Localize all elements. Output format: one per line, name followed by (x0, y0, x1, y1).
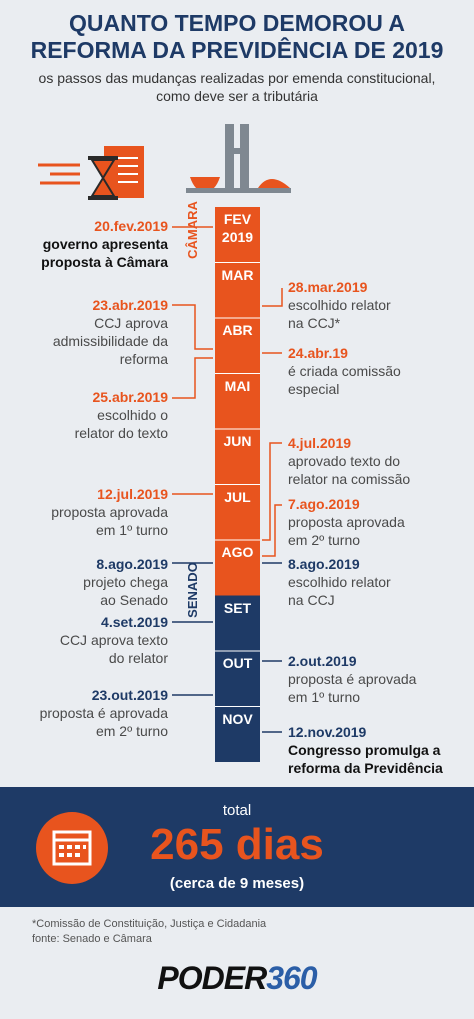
month-label: JUL (224, 488, 251, 505)
event-date: 20.fev.2019 (94, 218, 168, 234)
footnote: fonte: Senado e Câmara (32, 933, 152, 945)
title: REFORMA DA PREVIDÊNCIA DE 2019 (30, 37, 444, 63)
event-text: projeto chega (83, 574, 168, 590)
event-text: relator na comissão (288, 471, 411, 487)
connector (172, 304, 213, 350)
event-date: 8.ago.2019 (288, 556, 360, 572)
house-label: SENADO (185, 562, 200, 618)
month-label: AGO (221, 544, 254, 560)
house-label: CÂMARA (185, 201, 200, 259)
event-text: reforma (119, 351, 168, 367)
total-value: 265 dias (150, 820, 324, 869)
total-label: total (222, 802, 252, 819)
title: QUANTO TEMPO DEMOROU A (68, 10, 406, 36)
event-date: 4.set.2019 (101, 614, 168, 630)
calendar-icon (36, 812, 108, 884)
month-label: JUN (223, 433, 252, 449)
event-date: 8.ago.2019 (96, 556, 168, 572)
event-text: é criada comissão (288, 363, 401, 379)
total-note: (cerca de 9 meses) (169, 875, 305, 892)
subtitle: como deve ser a tributária (156, 88, 318, 104)
event-text: proposta é aprovada (39, 705, 168, 721)
event-text: Congresso promulga a (288, 742, 441, 758)
event-date: 12.jul.2019 (97, 486, 168, 502)
month-label: MAR (221, 266, 254, 283)
month-label: FEV (223, 211, 252, 227)
event-text: em 1º turno (95, 522, 168, 538)
event-text: proposta aprovada (51, 504, 168, 520)
connector (262, 288, 283, 307)
month-label: SET (223, 599, 252, 616)
event-text: governo apresenta (42, 236, 168, 252)
event-text: CCJ aprova (94, 315, 168, 331)
timeline-senado (215, 595, 260, 762)
event-text: escolhido o (97, 407, 168, 423)
event-text: especial (288, 381, 340, 397)
event-text: do relator (108, 650, 168, 666)
event-text: relator do texto (74, 425, 168, 441)
event-text: proposta é aprovada (288, 671, 417, 687)
logo: PODER360 (0, 960, 474, 997)
congress-icon (186, 124, 291, 193)
event-date: 2.out.2019 (288, 653, 357, 669)
event-text: escolhido relator (288, 297, 391, 313)
event-text: na CCJ (288, 592, 335, 608)
event-date: 24.abr.19 (288, 345, 348, 361)
event-text: em 1º turno (288, 689, 361, 705)
event-date: 23.out.2019 (91, 687, 168, 703)
month-label: 2019 (221, 229, 254, 245)
event-date: 4.jul.2019 (288, 435, 352, 451)
event-text: proposta à Câmara (41, 254, 168, 270)
event-text: admissibilidade da (52, 333, 168, 349)
event-text: proposta aprovada (288, 514, 405, 530)
subtitle: os passos das mudanças realizadas por em… (38, 70, 436, 86)
logo-number: 360 (266, 960, 317, 996)
event-date: 23.abr.2019 (92, 297, 168, 313)
event-date: 7.ago.2019 (288, 496, 360, 512)
month-label: MAI (224, 377, 251, 394)
event-date: 12.nov.2019 (288, 724, 367, 740)
month-label: OUT (222, 655, 253, 671)
month-label: NOV (222, 710, 253, 727)
timeline-camara (215, 207, 260, 596)
event-text: em 2º turno (288, 532, 361, 548)
connector (262, 504, 282, 557)
event-date: 28.mar.2019 (288, 279, 368, 295)
event-text: escolhido relator (288, 574, 391, 590)
connector (262, 442, 282, 541)
event-text: CCJ aprova texto (59, 632, 168, 648)
connector (172, 357, 213, 399)
event-text: na CCJ* (288, 315, 341, 331)
event-date: 25.abr.2019 (92, 389, 168, 405)
event-text: reforma da Previdência (288, 760, 443, 776)
event-text: em 2º turno (95, 723, 168, 739)
month-label: ABR (222, 322, 253, 338)
logo-main: PODER (157, 960, 267, 996)
hourglass-icon (38, 146, 144, 200)
footnote: *Comissão de Constituição, Justiça e Cid… (32, 918, 267, 930)
event-text: aprovado texto do (288, 453, 401, 469)
event-text: ao Senado (100, 592, 168, 608)
